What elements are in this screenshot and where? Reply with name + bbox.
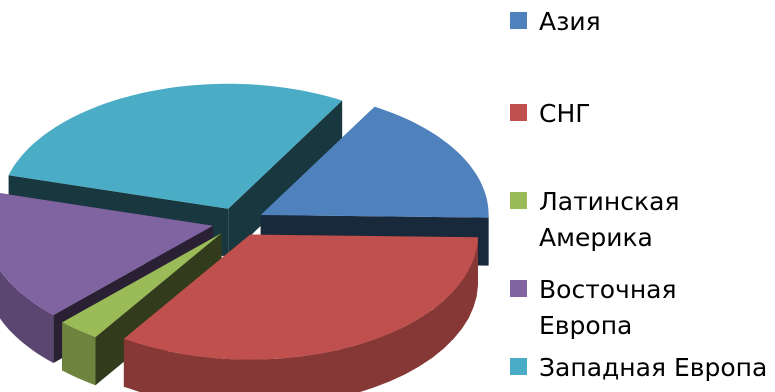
slice-latin-america	[62, 233, 222, 338]
legend-swatch-western-europe	[510, 358, 527, 375]
legend-item-western-europe: Западная Европа	[510, 350, 767, 386]
pie-plot-area	[0, 83, 489, 392]
legend-swatch-latin-america	[510, 192, 527, 209]
slice-eastern-europe	[0, 193, 213, 315]
slice-rim-latin-america-0	[62, 322, 96, 386]
legend-label-eastern-europe: Восточная Европа	[539, 275, 677, 340]
legend-swatch-eastern-europe	[510, 280, 527, 297]
legend-label-western-europe: Западная Европа	[539, 353, 768, 382]
legend: Азия СНГ Латинская Америка Восточная Евр…	[510, 0, 775, 392]
legend-label-latin-america: Латинская Америка	[539, 187, 680, 252]
legend-item-eastern-europe: Восточная Европа	[510, 272, 677, 344]
legend-swatch-cis	[510, 104, 527, 121]
slice-wall-western-europe-1	[228, 100, 343, 257]
legend-item-cis: СНГ	[510, 96, 591, 132]
legend-item-latin-america: Латинская Америка	[510, 184, 679, 256]
slice-rim-eastern-europe-0	[0, 270, 54, 363]
slice-western-europe	[8, 83, 343, 209]
slice-rim-cis-0	[123, 237, 478, 392]
legend-item-asia: Азия	[510, 4, 601, 40]
slice-asia	[260, 106, 489, 218]
legend-swatch-asia	[510, 12, 527, 29]
legend-label-cis: СНГ	[539, 99, 591, 128]
slice-cis	[123, 234, 479, 360]
legend-label-asia: Азия	[539, 7, 601, 36]
